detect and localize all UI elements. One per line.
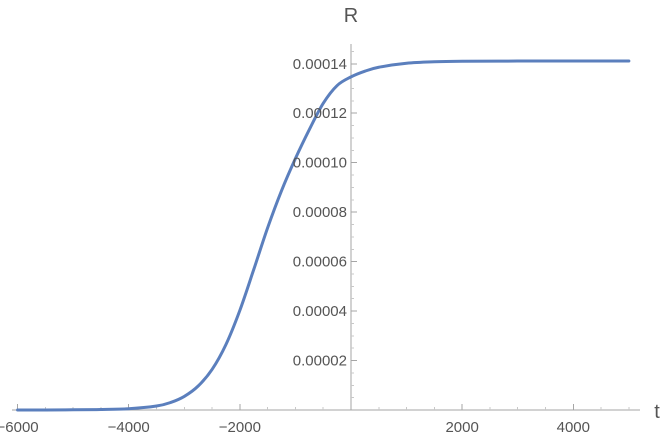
y-axis-title: R [344, 5, 358, 27]
x-tick-label: −4000 [108, 419, 150, 436]
x-axis-title: t [654, 401, 660, 423]
x-tick-label: −2000 [219, 419, 261, 436]
y-tick-label: 0.00006 [293, 254, 347, 271]
y-tick-label: 0.00002 [293, 353, 347, 370]
x-tick-label: 4000 [557, 419, 590, 436]
series-layer [16, 59, 631, 412]
labels-layer: R t −6000 −4000 −2000 2000 4000 0.00002 0.0000… [0, 5, 660, 436]
x-tick-label: 2000 [445, 419, 478, 436]
y-tick-label: 0.00010 [293, 155, 347, 172]
y-tick-label: 0.00008 [293, 204, 347, 221]
y-tick-label: 0.00004 [293, 303, 347, 320]
series-line [16, 59, 631, 412]
x-tick-label: −6000 [0, 419, 39, 436]
y-tick-label: 0.00012 [293, 105, 347, 122]
y-tick-label: 0.00014 [293, 56, 347, 73]
